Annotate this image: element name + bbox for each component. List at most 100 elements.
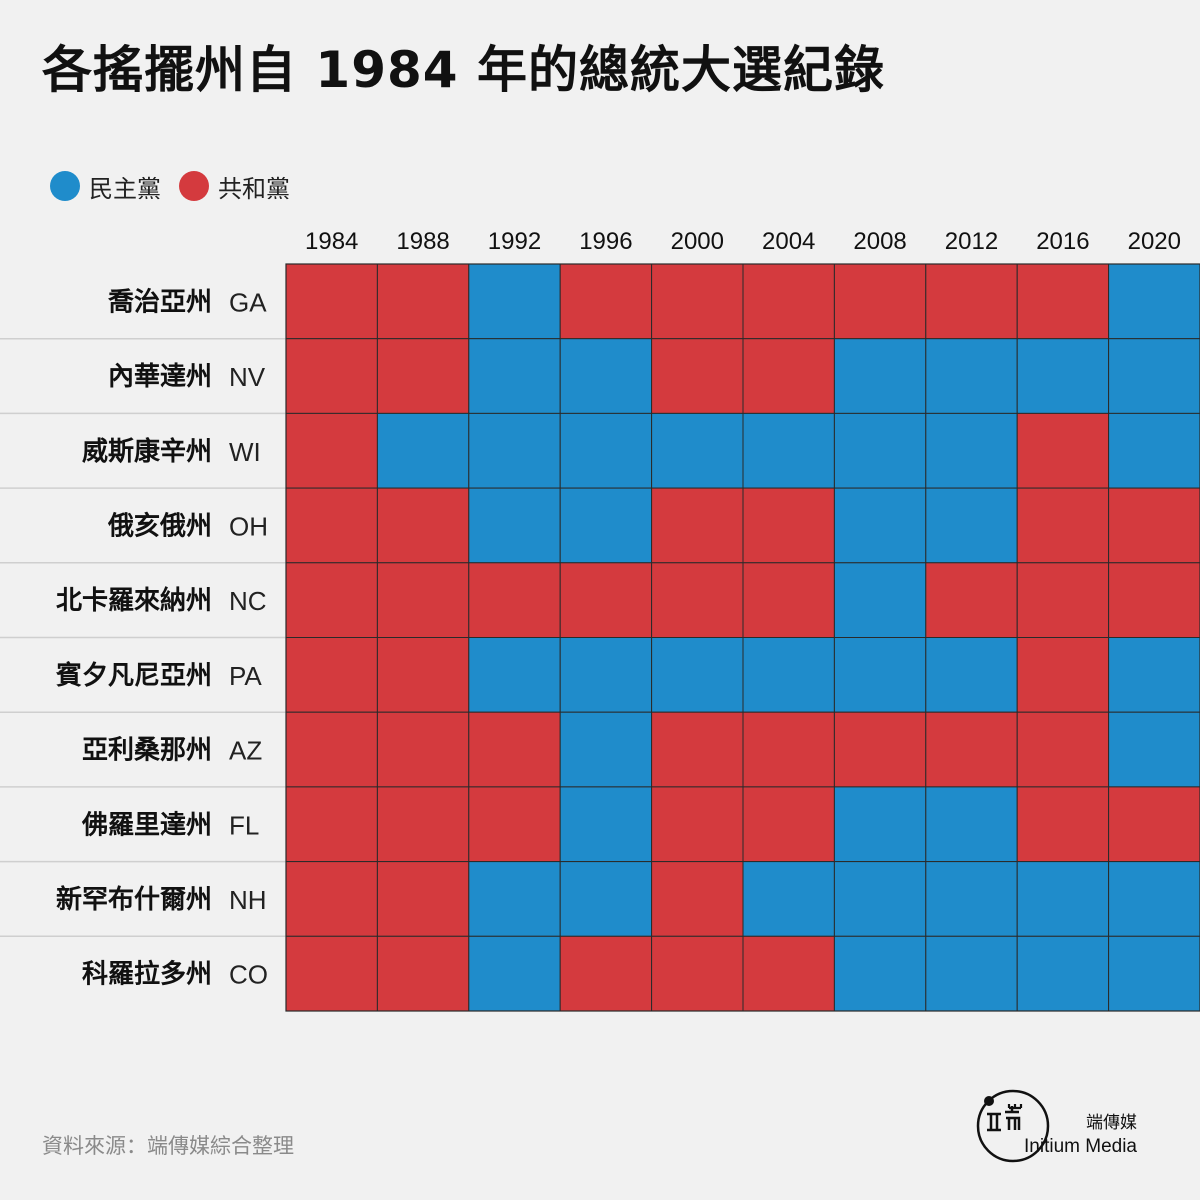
cell-nh-1984	[285, 861, 378, 937]
year-label-1984: 1984	[305, 228, 358, 255]
cell-pa-1984	[285, 637, 378, 713]
cell-nh-2012	[925, 861, 1018, 937]
year-label-2012: 2012	[945, 228, 998, 255]
year-label-2016: 2016	[1036, 228, 1089, 255]
cell-wi-2000	[651, 412, 744, 489]
cell-co-1992	[468, 935, 561, 1012]
cell-nc-1984	[285, 562, 378, 638]
cell-nh-2020	[1108, 861, 1200, 937]
cell-nc-1992	[468, 562, 561, 638]
cell-fl-2020	[1108, 786, 1200, 863]
cell-nh-1988	[376, 861, 470, 937]
cell-pa-2000	[651, 637, 744, 713]
state-code-nv: NV	[229, 362, 266, 392]
legend-label-republican: 共和黨	[218, 174, 290, 203]
cell-fl-1984	[285, 786, 378, 863]
source-note: 資料來源：端傳媒綜合整理	[42, 1134, 294, 1158]
cell-oh-2004	[742, 487, 835, 564]
cell-nh-2008	[833, 861, 927, 937]
cell-pa-2016	[1016, 637, 1110, 713]
cell-co-2004	[742, 935, 835, 1012]
state-name-fl: 佛羅里達州	[81, 810, 212, 840]
cell-nh-2004	[742, 861, 835, 937]
cell-co-2000	[651, 935, 744, 1012]
state-name-oh: 俄亥俄州	[107, 510, 212, 541]
cell-co-1984	[285, 935, 378, 1012]
state-name-nc: 北卡羅來納州	[56, 585, 212, 616]
cell-pa-2004	[742, 637, 835, 713]
cell-fl-1996	[559, 786, 653, 863]
cell-ga-2008	[833, 263, 927, 340]
cell-nv-2020	[1108, 338, 1200, 414]
cell-nc-2016	[1016, 562, 1110, 638]
cell-nc-2004	[742, 562, 835, 638]
year-label-2000: 2000	[671, 228, 724, 255]
cell-ga-2020	[1108, 263, 1200, 340]
cell-co-1988	[376, 935, 470, 1012]
cell-az-2016	[1016, 711, 1110, 788]
cell-az-1996	[559, 711, 653, 788]
year-label-1996: 1996	[579, 228, 632, 255]
cell-fl-1992	[468, 786, 561, 863]
cell-wi-2004	[742, 412, 835, 489]
cell-nv-2012	[925, 338, 1018, 414]
cell-wi-2008	[833, 412, 927, 489]
cell-ga-2000	[651, 263, 744, 340]
election-heatmap: 1984 1988 1992 1996 2000 2004 2008 2012 2016 2020…	[0, 228, 1200, 1012]
cell-wi-1984	[285, 412, 378, 489]
chart-title: 各搖擺州自 1984 年的總統大選紀錄	[42, 41, 885, 99]
cell-az-2008	[833, 711, 927, 788]
year-label-2008: 2008	[853, 228, 906, 255]
year-label-1988: 1988	[396, 228, 449, 255]
cell-az-2004	[742, 711, 835, 788]
state-name-nh: 新罕布什爾州	[56, 884, 212, 915]
cell-wi-2020	[1108, 412, 1200, 489]
cell-co-2020	[1108, 935, 1200, 1012]
cell-pa-1996	[559, 637, 653, 713]
cell-pa-2012	[925, 637, 1018, 713]
cell-az-1992	[468, 711, 561, 788]
cell-oh-2008	[833, 487, 927, 564]
cell-az-2020	[1108, 711, 1200, 788]
cell-oh-2020	[1108, 487, 1200, 564]
state-name-pa: 賓夕凡尼亞州	[55, 660, 212, 691]
cell-oh-2000	[651, 487, 744, 564]
cell-pa-2020	[1108, 637, 1200, 713]
state-code-ga: GA	[229, 287, 267, 317]
state-code-fl: FL	[229, 810, 259, 840]
cell-fl-2016	[1016, 786, 1110, 863]
cell-nv-2008	[833, 338, 927, 414]
cell-nh-1996	[559, 861, 653, 937]
cell-nv-1984	[285, 338, 378, 414]
cell-nc-1988	[376, 562, 470, 638]
cell-fl-1988	[376, 786, 470, 863]
cell-wi-2016	[1016, 412, 1110, 489]
cell-nc-2020	[1108, 562, 1200, 638]
grid-border	[285, 263, 1200, 1012]
initium-logo: 端傳媒 Initium Media	[975, 1080, 1175, 1170]
cell-az-1984	[285, 711, 378, 788]
cell-co-1996	[559, 935, 653, 1012]
cell-pa-2008	[833, 637, 927, 713]
cell-ga-1984	[285, 263, 378, 340]
state-code-oh: OH	[229, 511, 268, 541]
state-name-wi: 威斯康辛州	[82, 436, 212, 467]
cell-ga-2004	[742, 263, 835, 340]
cell-oh-1992	[468, 487, 561, 564]
cell-co-2016	[1016, 935, 1110, 1012]
cell-nv-2000	[651, 338, 744, 414]
state-code-wi: WI	[229, 437, 261, 467]
cell-nh-1992	[468, 861, 561, 937]
cell-wi-2012	[925, 412, 1018, 489]
cell-oh-2012	[925, 487, 1018, 564]
cell-ga-2012	[925, 263, 1018, 340]
state-name-az: 亞利桑那州	[82, 736, 212, 766]
cell-nc-2008	[833, 562, 927, 638]
year-label-1992: 1992	[488, 228, 541, 255]
cell-nv-2004	[742, 338, 835, 414]
cell-nh-2000	[651, 861, 744, 937]
cell-wi-1996	[559, 412, 653, 489]
cell-oh-1984	[285, 487, 378, 564]
cell-nv-1996	[559, 338, 653, 414]
legend-item-democrat: 民主黨	[50, 169, 161, 204]
